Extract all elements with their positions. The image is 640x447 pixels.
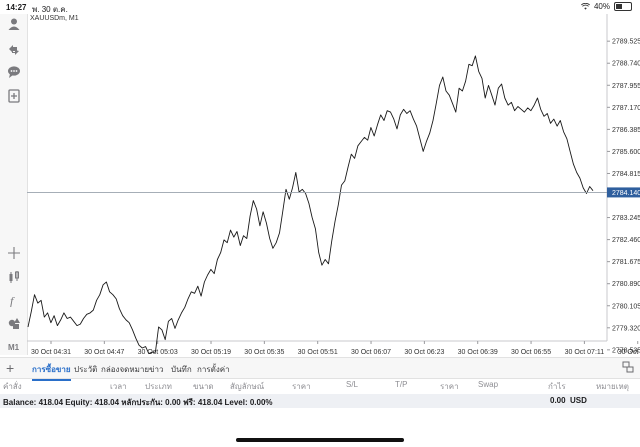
col-comment[interactable]: หมายเหตุ [596,382,629,391]
tab-settings[interactable]: การตั้งค่า [197,365,230,374]
time-tick-label: 30 Oct 05:19 [191,349,231,355]
col-current-price[interactable]: ราคา [440,382,459,391]
col-swap[interactable]: Swap [478,380,499,389]
clock-time: 14:27 [6,3,27,12]
time-tick-label: 30 Oct 04:31 [31,349,71,355]
price-tick-label: 2778.535 [612,347,640,354]
time-tick-label: 30 Oct 07:27 [618,349,640,355]
battery-percent: 40% [593,2,610,11]
time-tick-label: 30 Oct 05:51 [298,349,338,355]
time-tick-label: 30 Oct 06:07 [351,349,391,355]
price-tick-label: 2787.955 [612,83,640,90]
time-tick-label: 30 Oct 05:35 [244,349,284,355]
price-tick-label: 2782.460 [612,237,640,244]
price-tick-label: 2780.890 [612,281,640,288]
symbol-label: XAUUSDm, M1 [30,15,79,22]
price-tick-label: 2783.245 [612,215,640,222]
new-trade-icon[interactable] [622,361,634,373]
status-date: พ. 30 ต.ค. [32,5,68,14]
battery-icon [614,2,632,11]
current-price-label: 2784.140 [612,190,640,197]
crosshair-icon[interactable] [4,243,23,262]
wifi-icon [580,3,590,10]
new-order-icon[interactable] [4,86,23,105]
status-right: 40% [580,2,632,11]
price-tick-label: 2787.170 [612,105,640,112]
col-type[interactable]: ประเภท [145,382,172,391]
col-tp[interactable]: T/P [395,380,408,389]
left-toolbar: f M1 [0,14,28,355]
time-tick-label: 30 Oct 06:39 [458,349,498,355]
price-chart[interactable]: 2789.525 2788.740 2787.955 2787.170 2786.385… [27,14,640,356]
balance-row: Balance: 418.04 Equity: 418.04 หลักประกั… [0,394,640,408]
price-line [27,55,594,355]
price-tick-label: 2785.600 [612,149,640,156]
price-tick-label: 2779.320 [612,325,640,332]
col-sl[interactable]: S/L [346,380,359,389]
time-tick-label: 30 Oct 04:47 [84,349,124,355]
price-tick-label: 2788.740 [612,61,640,68]
col-profit[interactable]: กำไร [548,382,566,391]
price-axis: 2789.525 2788.740 2787.955 2787.170 2786.385… [606,14,640,354]
current-price-marker: 2784.140 [27,187,640,198]
time-tick-label: 30 Oct 06:23 [404,349,444,355]
trade-column-headers: คำสั่ง เวลา ประเภท ขนาด สัญลักษณ์ ราคา S… [0,378,640,392]
svg-text:f: f [10,294,15,307]
bottom-tabs: + การซื้อขาย ประวัติ กล่องจดหมาย ข่าว บั… [0,357,640,381]
function-icon[interactable]: f [4,290,23,309]
price-series [27,55,594,355]
tab-trade[interactable]: การซื้อขาย [32,365,71,381]
price-tick-label: 2786.385 [612,127,640,134]
account-icon[interactable] [4,14,23,33]
tab-news[interactable]: ข่าว [149,365,164,374]
profit-currency: USD [570,396,587,405]
price-tick-label: 2781.675 [612,259,640,266]
time-tick-label: 30 Oct 05:03 [138,349,178,355]
add-icon[interactable]: + [6,360,15,376]
total-profit: 0.00 USD [550,396,587,405]
time-tick-label: 30 Oct 07:11 [565,349,605,355]
trade-icon[interactable] [4,40,23,59]
col-time[interactable]: เวลา [110,382,127,391]
price-tick-label: 2780.105 [612,303,640,310]
profit-value: 0.00 [550,396,566,405]
balance-summary: Balance: 418.04 Equity: 418.04 หลักประกั… [3,398,273,407]
tab-history[interactable]: ประวัติ [74,365,98,374]
col-order[interactable]: คำสั่ง [3,382,22,391]
home-indicator [236,438,404,442]
col-volume[interactable]: ขนาด [193,382,214,391]
tab-journal[interactable]: บันทึก [171,365,192,374]
chat-icon[interactable] [4,62,23,81]
status-bar: 14:27 พ. 30 ต.ค. 40% [0,0,640,14]
current-price-tag [607,187,640,198]
tab-mailbox[interactable]: กล่องจดหมาย [101,365,150,374]
price-tick-label: 2789.525 [612,39,640,46]
time-axis: 30 Oct 04:31 30 Oct 04:47 30 Oct 05:03 30 O… [27,340,640,356]
timeframe-button[interactable]: M1 [7,343,20,352]
price-tick-label: 2784.815 [612,171,640,178]
col-price[interactable]: ราคา [292,382,311,391]
col-symbol[interactable]: สัญลักษณ์ [230,382,265,391]
time-tick-label: 30 Oct 06:55 [511,349,551,355]
objects-icon[interactable] [4,314,23,333]
chart-svg: 2789.525 2788.740 2787.955 2787.170 2786.385… [27,14,640,356]
indicators-icon[interactable] [4,267,23,286]
